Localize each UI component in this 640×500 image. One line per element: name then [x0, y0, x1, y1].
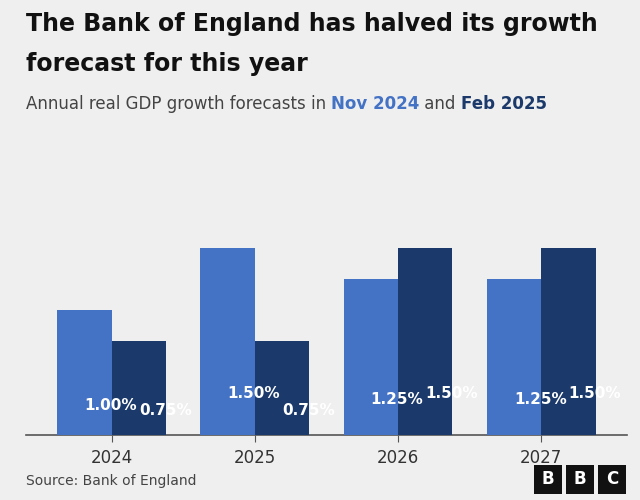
Text: 1.50%: 1.50%: [568, 386, 621, 401]
Text: 1.25%: 1.25%: [371, 392, 424, 407]
Bar: [487, 279, 541, 435]
Text: 1.00%: 1.00%: [84, 398, 137, 412]
Text: Feb 2025: Feb 2025: [461, 95, 547, 113]
Text: forecast for this year: forecast for this year: [26, 52, 307, 76]
Text: B: B: [573, 470, 586, 488]
FancyBboxPatch shape: [534, 465, 562, 494]
FancyBboxPatch shape: [598, 465, 626, 494]
Text: The Bank of England has halved its growth: The Bank of England has halved its growt…: [26, 12, 597, 36]
Bar: [57, 310, 111, 435]
Text: and: and: [419, 95, 461, 113]
Bar: [255, 341, 309, 435]
Bar: [111, 341, 166, 435]
FancyBboxPatch shape: [566, 465, 594, 494]
Text: B: B: [542, 470, 555, 488]
Text: 0.75%: 0.75%: [139, 403, 191, 418]
Text: 1.50%: 1.50%: [228, 386, 280, 401]
Text: Annual real GDP growth forecasts in: Annual real GDP growth forecasts in: [26, 95, 331, 113]
Bar: [344, 279, 398, 435]
Bar: [398, 248, 452, 435]
Text: C: C: [605, 470, 618, 488]
Bar: [541, 248, 596, 435]
Text: 1.25%: 1.25%: [514, 392, 567, 407]
Text: 1.50%: 1.50%: [425, 386, 478, 401]
Text: Nov 2024: Nov 2024: [331, 95, 419, 113]
Bar: [200, 248, 255, 435]
Text: Source: Bank of England: Source: Bank of England: [26, 474, 196, 488]
Text: 0.75%: 0.75%: [282, 403, 335, 418]
